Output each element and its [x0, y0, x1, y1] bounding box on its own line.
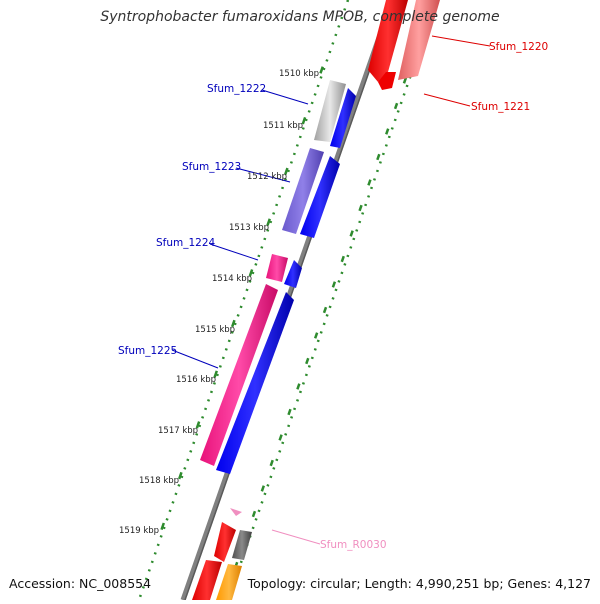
outer-tick: [376, 153, 381, 161]
page-title: Syntrophobacter fumaroxidans MPOB, compl…: [100, 9, 500, 25]
gene-sfum-1222-gray-bar[interactable]: [314, 80, 346, 142]
gene-sfum-1221-red-cap[interactable]: [378, 72, 396, 90]
gene-bottom-red-upper[interactable]: [214, 522, 236, 562]
gene-sfum-r0030-marker[interactable]: [230, 508, 242, 516]
outer-tick: [367, 179, 372, 186]
accession-text: Accession: NC_008554: [9, 576, 152, 591]
connector-sfum-1225: [171, 349, 219, 369]
outer-tick: [278, 434, 283, 441]
gene-bottom-red-lower[interactable]: [192, 560, 222, 600]
tick-label-1510: 1510 kbp: [279, 69, 319, 79]
inner-tick-1512: [283, 167, 289, 176]
inner-tick-1513: [266, 218, 271, 226]
inner-tick-1519: [160, 522, 166, 531]
inner-tick-marks: [160, 66, 324, 531]
connector-sfum-1224: [209, 243, 259, 261]
outer-tick: [287, 408, 292, 416]
outer-tick: [269, 459, 274, 467]
outer-tick: [331, 281, 337, 288]
gene-sfum-1225-blue-arrow[interactable]: [216, 292, 294, 474]
outer-tick: [260, 485, 266, 492]
outer-tick: [322, 306, 328, 314]
tick-label-1513: 1513 kbp: [229, 223, 269, 233]
outer-tick: [349, 230, 354, 237]
connector-sfum-1222: [261, 89, 309, 105]
gene-bottom-orange-lower[interactable]: [216, 564, 242, 600]
outer-tick: [402, 77, 408, 84]
tick-label-1515: 1515 kbp: [195, 325, 235, 335]
inner-tick-1518: [178, 471, 183, 480]
tick-labels: 1510 kbp 1511 kbp 1512 kbp 1513 kbp 1514…: [119, 69, 319, 536]
gene-label-sfum-1222[interactable]: Sfum_1222: [207, 83, 266, 95]
connector-sfum-1220: [431, 35, 491, 47]
gene-label-sfum-r0030[interactable]: Sfum_R0030: [320, 539, 387, 551]
inner-tick-1511: [301, 116, 307, 125]
tick-label-1516: 1516 kbp: [176, 375, 216, 385]
tick-label-1514: 1514 kbp: [212, 274, 252, 284]
connector-sfum-1223: [235, 167, 291, 183]
outer-tick: [385, 128, 390, 135]
gene-sfum-1224-blue-arrow[interactable]: [284, 260, 302, 288]
tick-label-1512: 1512 kbp: [247, 172, 287, 182]
gene-sfum-1222-blue-arrow[interactable]: [330, 88, 356, 148]
genome-summary-text: Topology: circular; Length: 4,990,251 bp…: [247, 576, 591, 591]
tick-label-1517: 1517 kbp: [158, 426, 198, 436]
outer-tick: [296, 383, 301, 390]
tick-label-1518: 1518 kbp: [139, 476, 179, 486]
gene-bottom-dark-upper[interactable]: [232, 530, 252, 560]
gene-label-sfum-1221[interactable]: Sfum_1221: [471, 101, 530, 113]
gene-label-sfum-1223[interactable]: Sfum_1223: [182, 161, 241, 173]
inner-tick-1515: [230, 319, 236, 328]
gene-sfum-1221-bar[interactable]: [398, 0, 440, 80]
inner-tick-1516: [213, 370, 218, 378]
gene-label-sfum-1220[interactable]: Sfum_1220: [489, 41, 548, 53]
inner-tick-1517: [195, 421, 201, 429]
outer-tick: [251, 510, 257, 518]
gene-sfum-1225-pink-bar[interactable]: [200, 284, 278, 466]
inner-tick-1514: [248, 269, 254, 277]
gene-sfum-1224-pink-bar[interactable]: [266, 254, 288, 282]
outer-tick: [305, 357, 310, 365]
gene-sfum-1223-purple-bar[interactable]: [282, 148, 324, 234]
outer-tick: [340, 255, 345, 263]
gene-sfum-1220-bar[interactable]: [368, 0, 408, 82]
outer-tick: [393, 102, 399, 110]
connector-sfum-1221: [423, 93, 471, 107]
gene-sfum-1223-blue-arrow[interactable]: [300, 156, 340, 238]
inner-tick-1510: [319, 66, 324, 74]
gene-label-sfum-1224[interactable]: Sfum_1224: [156, 237, 216, 249]
tick-label-1511: 1511 kbp: [263, 121, 303, 131]
connector-sfum-r0030: [271, 529, 321, 545]
gene-label-sfum-1225[interactable]: Sfum_1225: [118, 345, 177, 357]
outer-tick: [313, 332, 319, 339]
tick-label-1519: 1519 kbp: [119, 526, 159, 536]
outer-tick: [358, 204, 363, 212]
